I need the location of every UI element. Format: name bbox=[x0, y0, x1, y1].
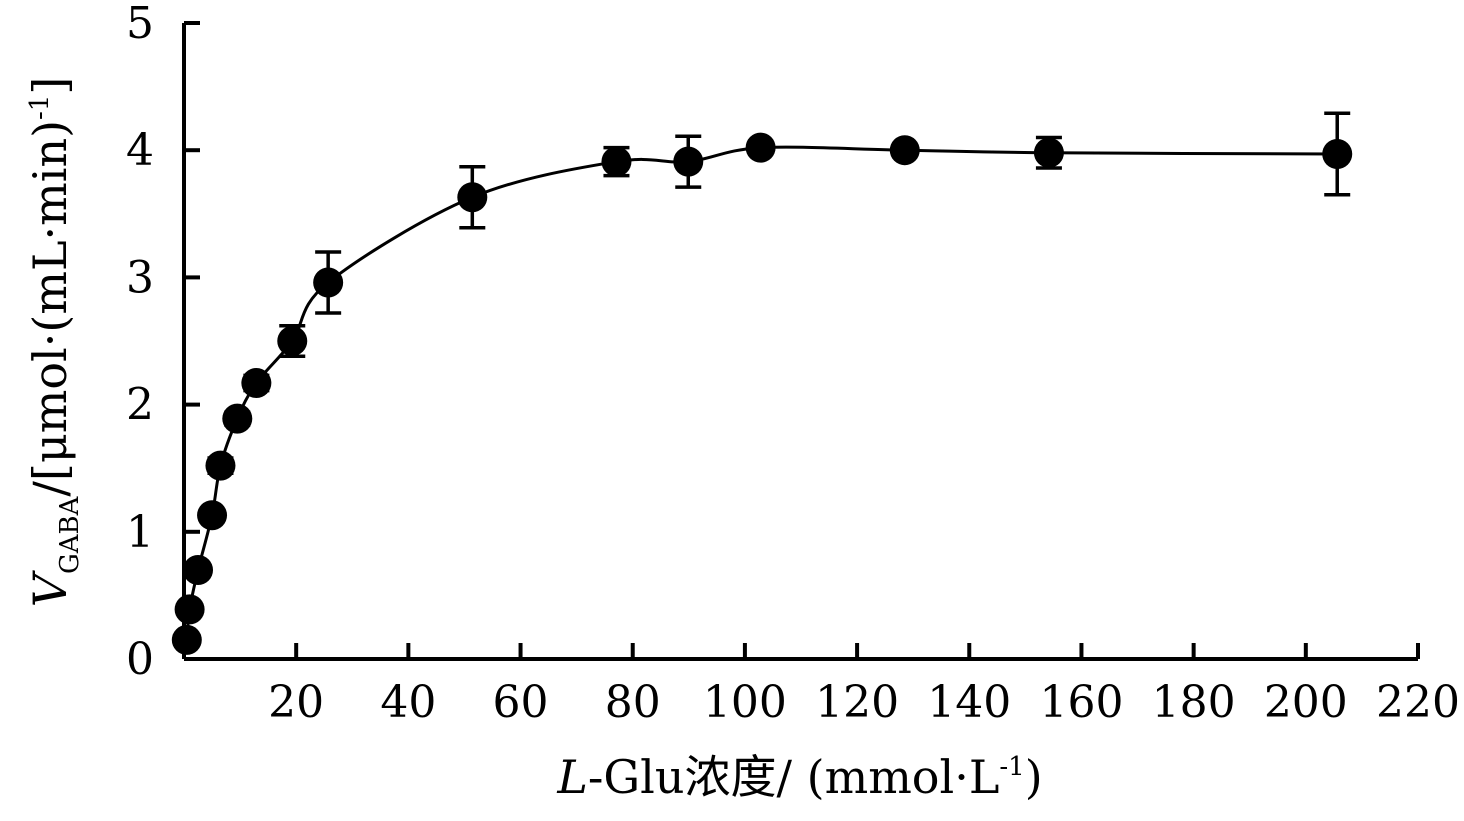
data-point bbox=[171, 624, 202, 655]
fit-curve-layer bbox=[185, 145, 1338, 641]
x-axis-title-end: ) bbox=[1025, 750, 1043, 804]
x-tick-label: 180 bbox=[1152, 677, 1236, 728]
x-tick-label: 120 bbox=[815, 677, 899, 728]
x-axis-title-main: -Glu浓度/ (mmol·L bbox=[588, 750, 1000, 804]
x-tick-label: 40 bbox=[380, 677, 436, 728]
y-tick-label: 4 bbox=[126, 125, 154, 176]
data-point bbox=[241, 367, 272, 398]
y-tick-label: 1 bbox=[126, 507, 154, 558]
data-points bbox=[171, 132, 1353, 655]
y-axis-title-main: /[μmol·(mL·min) bbox=[23, 120, 77, 497]
x-tick-label: 20 bbox=[268, 677, 324, 728]
y-tick-label: 2 bbox=[126, 380, 154, 431]
data-point bbox=[222, 403, 253, 434]
data-point bbox=[889, 135, 920, 166]
x-tick-label: 140 bbox=[927, 677, 1011, 728]
x-tick-label: 100 bbox=[703, 677, 787, 728]
y-tick-label: 3 bbox=[126, 252, 154, 303]
x-tick-label: 200 bbox=[1264, 677, 1348, 728]
data-point bbox=[457, 182, 488, 213]
data-point bbox=[174, 594, 205, 625]
fit-curve bbox=[185, 145, 1338, 641]
y-axis-title-sup: -1 bbox=[25, 95, 55, 120]
x-tick-label: 160 bbox=[1039, 677, 1123, 728]
y-axis-title-sub: GABA bbox=[55, 495, 85, 574]
x-tick-label: 220 bbox=[1376, 677, 1460, 728]
x-axis-title-italic: L bbox=[556, 750, 588, 804]
tick-labels: 0 1 2 3 4 5 20 40 60 80 100 120 140 160 180 200 220 bbox=[126, 0, 1460, 728]
y-axis-title: VGABA/[μmol·(mL·min)-1] bbox=[23, 77, 85, 608]
data-point bbox=[183, 554, 214, 585]
data-point bbox=[205, 450, 236, 481]
x-axis-title: L-Glu浓度/ (mmol·L-1) bbox=[556, 750, 1042, 804]
y-axis-title-italic: V bbox=[23, 569, 77, 607]
y-tick-label: 0 bbox=[126, 634, 154, 685]
error-bars bbox=[207, 111, 1351, 476]
x-tick-label: 80 bbox=[605, 677, 661, 728]
data-point bbox=[1322, 139, 1353, 170]
x-tick-label: 60 bbox=[493, 677, 549, 728]
y-axis-title-end: ] bbox=[23, 77, 77, 95]
axes bbox=[182, 21, 1420, 661]
data-point bbox=[673, 146, 704, 177]
data-point bbox=[745, 132, 776, 163]
data-point bbox=[197, 500, 228, 531]
data-point bbox=[601, 146, 632, 177]
data-point bbox=[277, 326, 308, 356]
data-point bbox=[313, 267, 344, 298]
y-tick-label: 5 bbox=[126, 0, 154, 49]
x-axis-title-sup: -1 bbox=[999, 752, 1024, 782]
data-point bbox=[1033, 137, 1064, 168]
